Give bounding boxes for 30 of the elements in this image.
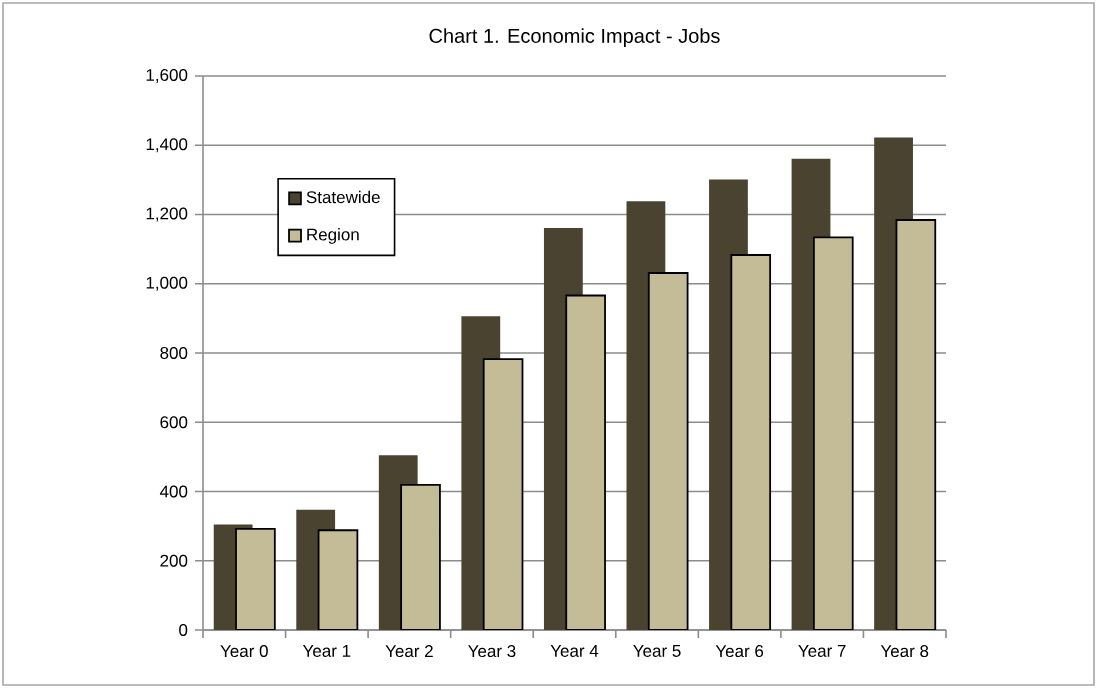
legend-label: Region (307, 228, 359, 244)
x-tick-label: Year 0 (220, 645, 268, 658)
x-tick-label: Year 3 (468, 645, 516, 658)
y-tick-label: 1,200 (146, 207, 188, 222)
bar (235, 527, 276, 630)
y-tick-label: 400 (159, 485, 188, 498)
y-tick-label: 1,400 (146, 138, 188, 153)
x-tick-label: Year 1 (302, 645, 351, 657)
bar (400, 484, 441, 630)
x-tick-label: Year 7 (798, 645, 846, 657)
y-tick-label: 600 (160, 416, 188, 429)
bar (482, 358, 524, 630)
x-tick-label: Year 6 (715, 645, 764, 658)
bar (647, 272, 689, 630)
x-tick-label: Year 2 (385, 645, 433, 658)
y-tick-label: 800 (160, 346, 188, 359)
bar (730, 254, 772, 630)
y-tick-label: 200 (160, 554, 188, 567)
legend-label: Statewide (306, 190, 380, 204)
x-tick-label: Year 8 (880, 645, 929, 658)
x-tick-label: Year 4 (550, 645, 599, 657)
y-tick-label: 1,600 (146, 68, 188, 83)
bar (895, 219, 937, 630)
bar (565, 294, 606, 630)
x-tick-label: Year 5 (633, 645, 681, 657)
y-tick-label: 0 (179, 623, 188, 636)
bar (813, 236, 854, 630)
y-tick-label: 1,000 (146, 276, 188, 291)
bar (317, 529, 359, 630)
chart-title: Chart 1. Economic Impact - Jobs (429, 28, 720, 47)
